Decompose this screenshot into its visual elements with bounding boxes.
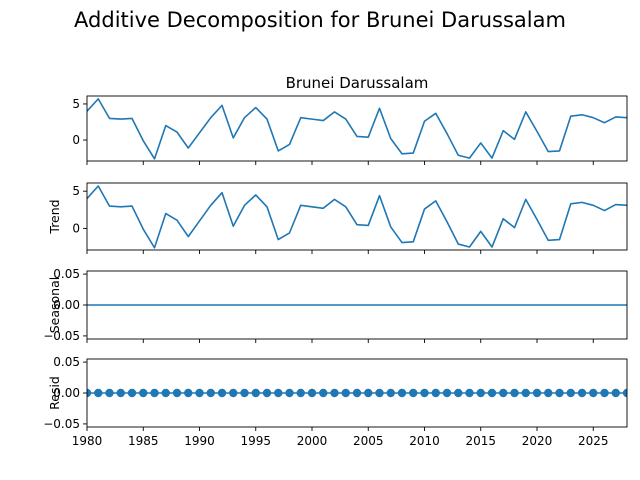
resid-point xyxy=(296,388,305,398)
resid-point xyxy=(161,388,170,398)
y-tick-label: 5 xyxy=(72,97,80,111)
resid-point xyxy=(206,388,215,398)
resid-point xyxy=(307,388,317,398)
resid-point xyxy=(94,388,103,398)
x-tick-label: 2025 xyxy=(578,434,609,448)
x-tick-label: 2020 xyxy=(522,434,553,448)
resid-point xyxy=(454,388,463,398)
resid-point xyxy=(364,388,373,398)
resid-point xyxy=(184,388,193,398)
y-tick-label: 5 xyxy=(72,184,80,198)
resid-point xyxy=(172,388,182,398)
figure-title: Additive Decomposition for Brunei Daruss… xyxy=(74,8,566,32)
resid-point xyxy=(285,388,294,398)
axes-frame xyxy=(86,95,628,162)
resid-point xyxy=(476,388,485,398)
resid-point xyxy=(330,388,339,398)
y-axis-label: Trend xyxy=(47,199,62,234)
y-axis-label: Resid xyxy=(47,376,62,410)
panel-title: Brunei Darussalam xyxy=(286,74,429,92)
resid-point xyxy=(262,388,272,398)
resid-point xyxy=(87,388,92,398)
x-tick-label: 2010 xyxy=(409,434,440,448)
resid-point xyxy=(150,388,159,398)
resid-point xyxy=(442,388,452,398)
y-tick-label: 0.00 xyxy=(53,298,80,312)
resid-point xyxy=(465,388,474,398)
resid-point xyxy=(375,388,384,398)
resid-point xyxy=(487,388,497,398)
resid-point xyxy=(532,388,542,398)
y-tick-label: 0.05 xyxy=(53,355,80,369)
resid-point xyxy=(622,388,627,398)
resid-point xyxy=(386,388,395,398)
resid-point xyxy=(319,388,328,398)
x-tick-label: 1990 xyxy=(184,434,215,448)
resid-point xyxy=(544,388,553,398)
y-tick-label: −0.05 xyxy=(43,329,80,343)
resid-point xyxy=(431,388,440,398)
resid-point xyxy=(555,388,564,398)
resid-point xyxy=(409,388,418,398)
resid-point xyxy=(499,388,508,398)
y-tick-label: 0 xyxy=(72,221,80,235)
resid-point xyxy=(611,388,620,398)
axes-frame xyxy=(86,182,628,251)
resid-point xyxy=(521,388,530,398)
resid-point xyxy=(116,388,125,398)
y-axis-label: Seasonal xyxy=(47,277,62,334)
resid-point xyxy=(566,388,575,398)
series-line xyxy=(87,185,627,249)
resid-point xyxy=(420,388,429,398)
resid-point xyxy=(397,388,407,398)
panel-4: Resid −0.05 0.00 0.05 1980 1985 1990 1995 2000 20… xyxy=(43,355,628,448)
y-tick-label: 0.05 xyxy=(53,267,80,281)
resid-point xyxy=(195,388,204,398)
x-tick-label: 2000 xyxy=(297,434,328,448)
resid-point xyxy=(589,388,598,398)
x-tick-label: 2015 xyxy=(465,434,496,448)
y-tick-label: −0.05 xyxy=(43,417,80,431)
series-2 xyxy=(87,185,627,249)
series-line xyxy=(87,98,627,160)
resid-point xyxy=(341,388,350,398)
series-4 xyxy=(87,388,627,398)
resid-point xyxy=(217,388,227,398)
x-tick-label: 2005 xyxy=(353,434,384,448)
resid-point xyxy=(127,388,137,398)
resid-point xyxy=(600,388,609,398)
panel-1: Brunei Darussalam 0 5 xyxy=(72,74,628,165)
resid-point xyxy=(577,388,587,398)
panel-3: Seasonal−0.05 0.00 0.05 xyxy=(43,267,628,343)
resid-point xyxy=(274,388,283,398)
y-tick-label: 0.00 xyxy=(53,386,80,400)
resid-point xyxy=(105,388,114,398)
x-tick-label: 1995 xyxy=(240,434,271,448)
resid-point xyxy=(240,388,249,398)
resid-point xyxy=(352,388,362,398)
x-tick-label: 1980 xyxy=(72,434,103,448)
x-tick-label: 1985 xyxy=(128,434,159,448)
y-tick-label: 0 xyxy=(72,133,80,147)
series-1 xyxy=(87,98,627,160)
resid-point xyxy=(510,388,519,398)
resid-point xyxy=(139,388,148,398)
resid-point xyxy=(251,388,260,398)
panel-2: Trend 0 5 xyxy=(47,182,628,254)
resid-point xyxy=(229,388,238,398)
